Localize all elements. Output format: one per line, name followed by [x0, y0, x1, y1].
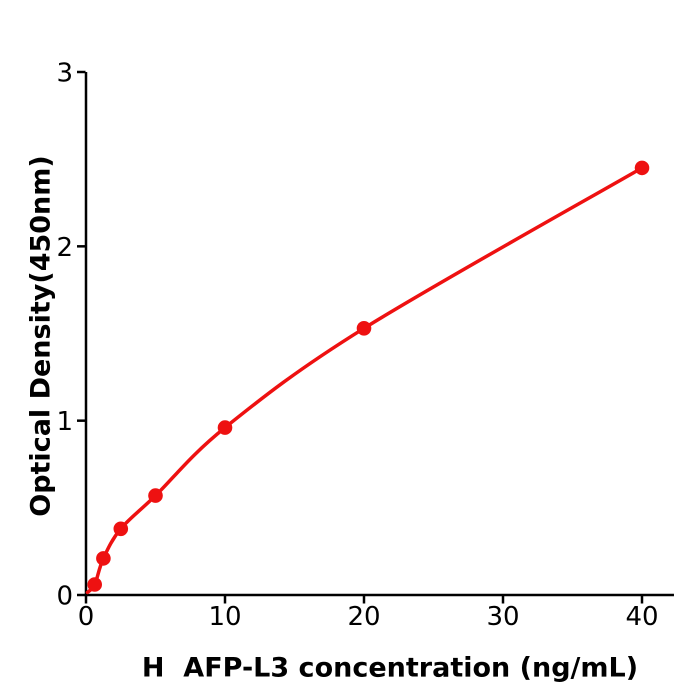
- x-tick-label: 30: [486, 602, 519, 632]
- y-tick-label: 2: [56, 233, 73, 263]
- y-tick-label: 3: [56, 59, 73, 89]
- data-point-marker: [113, 521, 129, 537]
- y-axis-label: Optical Density(450nm): [25, 155, 57, 517]
- data-point-marker: [96, 551, 111, 566]
- x-axis-label: H AFP-L3 concentration (ng/mL): [141, 652, 639, 684]
- data-point-marker: [356, 321, 372, 336]
- x-tick-label: 20: [347, 602, 380, 632]
- data-point-marker: [87, 577, 102, 592]
- data-point-marker: [634, 160, 650, 176]
- y-tick-label: 1: [56, 407, 73, 437]
- fit-curve-line: [85, 166, 644, 595]
- data-point-marker: [217, 420, 233, 435]
- data-point-marker: [148, 488, 163, 503]
- y-tick-label: 0: [56, 582, 73, 612]
- x-tick-label: 40: [625, 602, 658, 632]
- x-tick-label: 10: [208, 602, 241, 632]
- x-tick-label: 0: [78, 602, 95, 632]
